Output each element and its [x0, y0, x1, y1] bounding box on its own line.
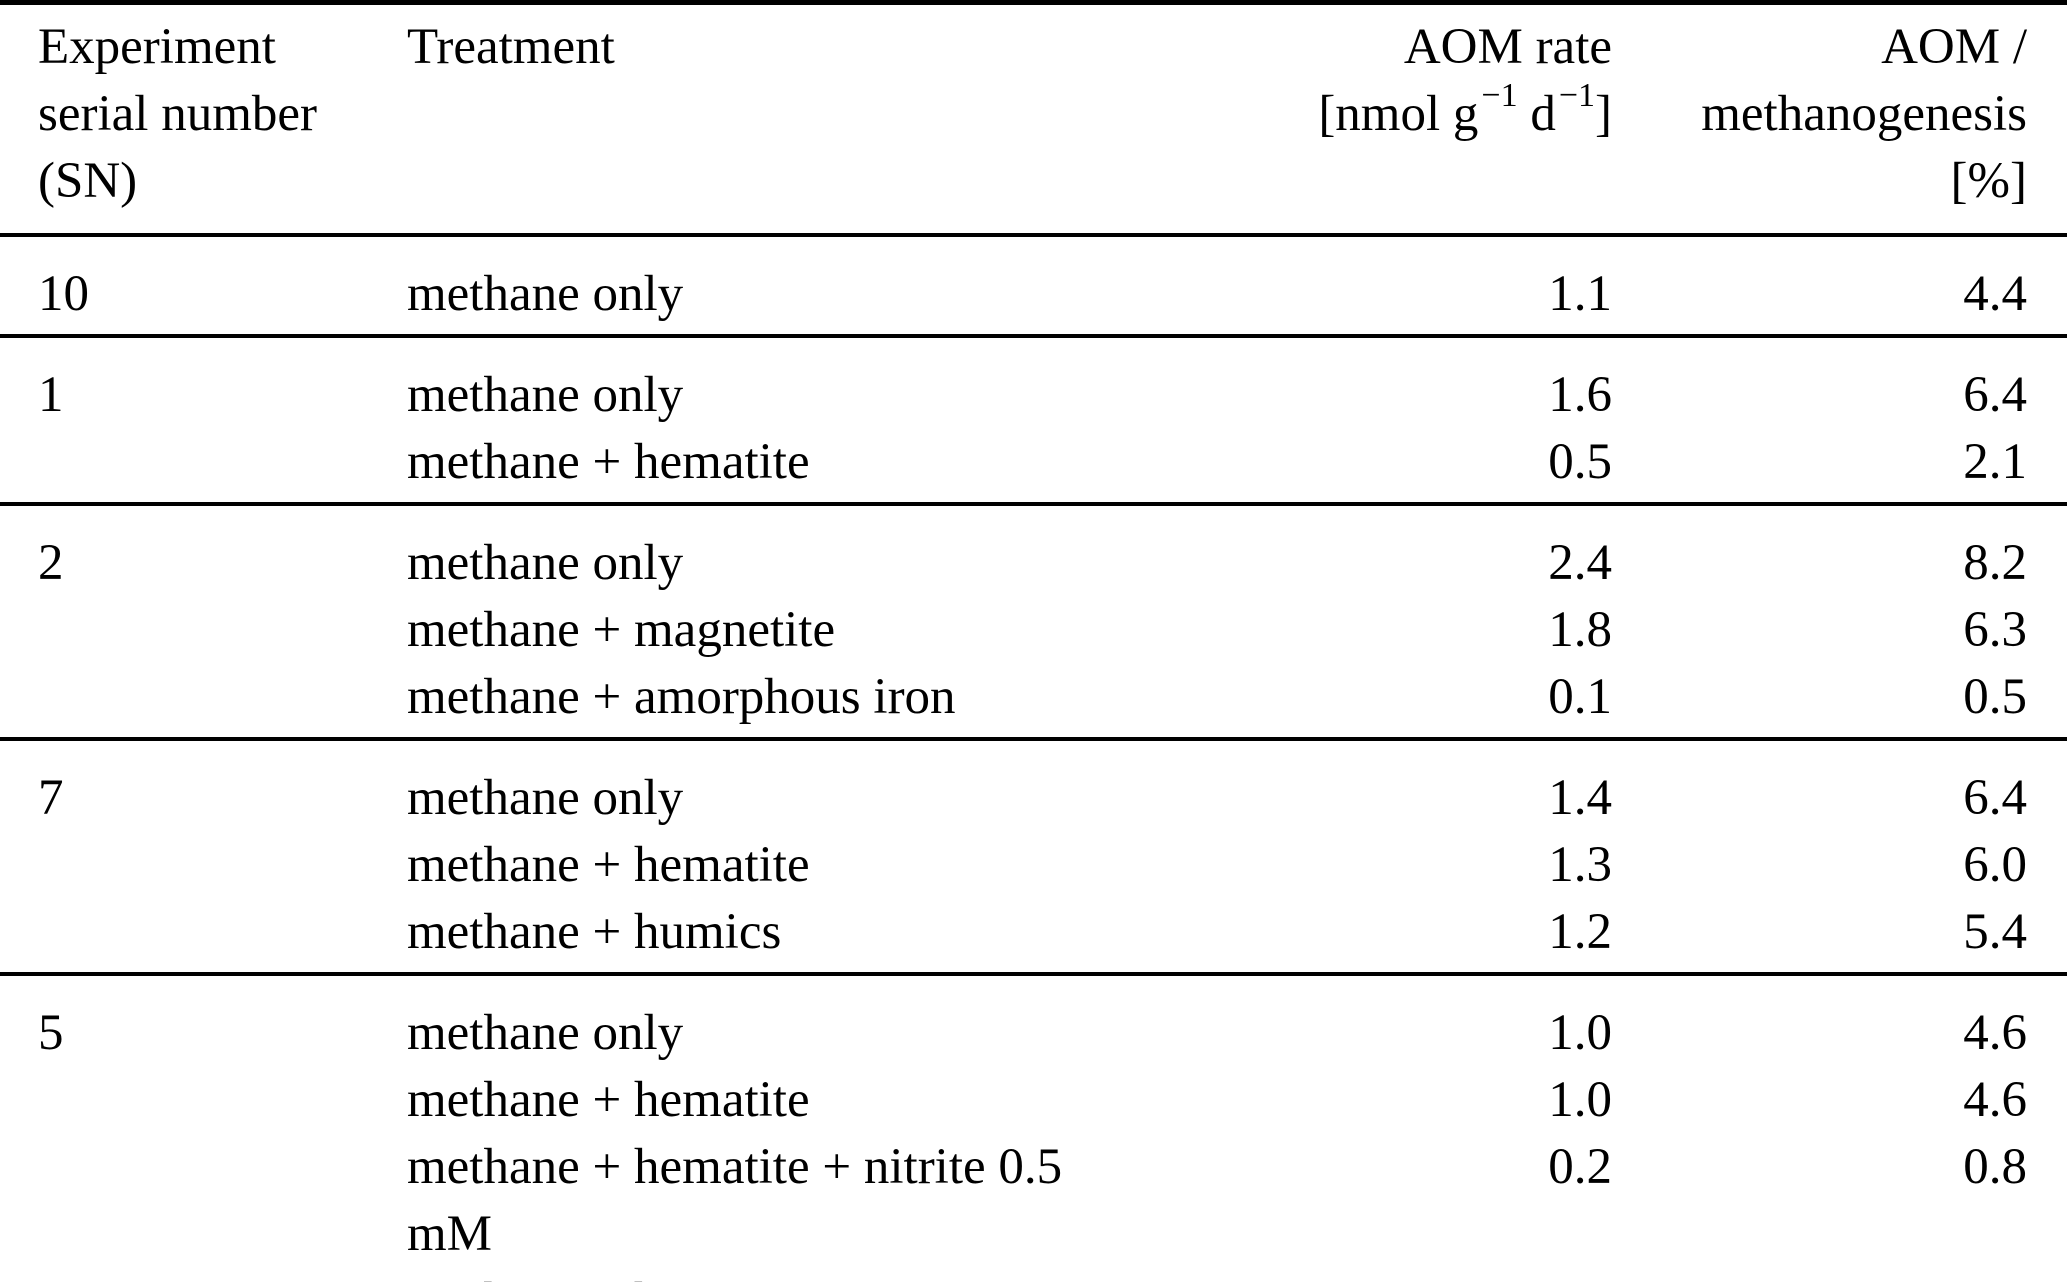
aom-rate-cell: 2.4 — [1548, 535, 1612, 591]
table-row: methane + hematite + nitrite 0.1 mM 0.5 … — [0, 1268, 2067, 1282]
table-row: methane + hematite 1.3 6.0 — [0, 832, 2067, 899]
header-treatment: Treatment — [407, 19, 615, 75]
sn-cell: 10 — [38, 266, 89, 322]
aom-pct-cell: 6.3 — [1963, 602, 2027, 658]
unit-suffix: ] — [1595, 86, 1612, 142]
aom-rate-cell: 1.2 — [1548, 904, 1612, 960]
treatment-cell: methane only — [407, 266, 684, 322]
table-row: methane + hematite 0.5 2.1 — [0, 429, 2067, 504]
table-row: methane + magnetite 1.8 6.3 — [0, 597, 2067, 664]
sn-cell: 5 — [38, 1005, 64, 1061]
aom-rate-cell: 0.2 — [1548, 1139, 1612, 1195]
header-row: Experiment serial number (SN) Treatment … — [0, 3, 2067, 236]
treatment-cell: methane + hematite — [407, 837, 810, 893]
aom-rate-cell: 0.1 — [1548, 669, 1612, 725]
unit-superscript-1: −1 — [1481, 77, 1518, 114]
header-experiment-sn-line1: Experiment — [38, 19, 276, 75]
aom-pct-cell: 2.1 — [1612, 1268, 2067, 1282]
group-sn-1: 1 methane only 1.6 6.4 methane + hematit… — [0, 336, 2067, 504]
table-row: methane + hematite 1.0 4.6 — [0, 1067, 2067, 1134]
table-row: 1 methane only 1.6 6.4 — [0, 336, 2067, 429]
treatment-cell: methane only — [407, 770, 684, 826]
header-aom-methanogenesis-line1: AOM / — [1881, 19, 2027, 75]
aom-pct-cell: 0.8 — [1963, 1139, 2027, 1195]
header-aom-rate-unit: [nmol g−1 d−1] — [1107, 79, 1612, 148]
header-experiment-sn: Experiment serial number (SN) — [0, 3, 407, 236]
aom-pct-cell: 4.6 — [1963, 1005, 2027, 1061]
aom-rate-cell: 1.3 — [1548, 837, 1612, 893]
treatment-cell: methane + humics — [407, 904, 782, 960]
table-row: 7 methane only 1.4 6.4 — [0, 739, 2067, 832]
table-row: 5 methane only 1.0 4.6 — [0, 974, 2067, 1067]
table-row: 10 methane only 1.1 4.4 — [0, 235, 2067, 336]
table-row: 2 methane only 2.4 8.2 — [0, 504, 2067, 597]
sn-cell: 2 — [38, 535, 64, 591]
treatment-cell: methane + hematite — [407, 1072, 810, 1128]
aom-rate-cell: 1.6 — [1548, 367, 1612, 423]
sn-cell: 1 — [38, 367, 64, 423]
group-sn-10: 10 methane only 1.1 4.4 — [0, 235, 2067, 336]
aom-pct-cell: 6.4 — [1963, 367, 2027, 423]
treatment-cell: methane only — [407, 367, 684, 423]
header-experiment-sn-line3: (SN) — [38, 153, 138, 209]
group-sn-5: 5 methane only 1.0 4.6 methane + hematit… — [0, 974, 2067, 1282]
table-header: Experiment serial number (SN) Treatment … — [0, 3, 2067, 236]
unit-superscript-2: −1 — [1558, 77, 1596, 114]
group-sn-7: 7 methane only 1.4 6.4 methane + hematit… — [0, 739, 2067, 974]
table-row: methane + hematite + nitrite 0.5 mM 0.2 … — [0, 1134, 2067, 1268]
aom-rate-cell: 1.4 — [1548, 770, 1612, 826]
treatment-cell: methane + hematite + nitrite 0.1 mM — [407, 1268, 1107, 1282]
aom-pct-cell: 5.4 — [1963, 904, 2027, 960]
header-aom-rate-line1: AOM rate — [1403, 19, 1612, 75]
unit-prefix: [nmol g — [1318, 86, 1479, 142]
header-aom-methanogenesis: AOM / methanogenesis [%] — [1612, 3, 2067, 236]
aom-pct-cell: 6.4 — [1963, 770, 2027, 826]
group-sn-2: 2 methane only 2.4 8.2 methane + magneti… — [0, 504, 2067, 739]
treatment-cell: methane + magnetite — [407, 602, 836, 658]
aom-pct-cell: 2.1 — [1963, 434, 2027, 490]
header-aom-methanogenesis-line2: methanogenesis — [1701, 86, 2027, 142]
treatment-cell: methane only — [407, 1005, 684, 1061]
aom-rate-cell: 0.5 — [1107, 1268, 1612, 1282]
header-aom-methanogenesis-line3: [%] — [1950, 153, 2027, 209]
unit-mid: d — [1517, 86, 1556, 142]
aom-rate-cell: 1.8 — [1548, 602, 1612, 658]
treatment-cell: methane + hematite — [407, 434, 810, 490]
table-row: methane + amorphous iron 0.1 0.5 — [0, 664, 2067, 739]
aom-rate-cell: 1.0 — [1548, 1005, 1612, 1061]
aom-pct-cell: 0.5 — [1963, 669, 2027, 725]
aom-rate-cell: 0.5 — [1548, 434, 1612, 490]
aom-pct-cell: 4.4 — [1963, 266, 2027, 322]
header-experiment-sn-line2: serial number — [38, 86, 317, 142]
aom-rate-cell: 1.1 — [1548, 266, 1612, 322]
treatment-cell: methane + hematite + nitrite 0.5 mM — [407, 1139, 1063, 1262]
aom-pct-cell: 4.6 — [1963, 1072, 2027, 1128]
treatment-cell: methane + amorphous iron — [407, 669, 956, 725]
aom-pct-cell: 8.2 — [1963, 535, 2027, 591]
sn-cell: 7 — [38, 770, 64, 826]
table-row: methane + humics 1.2 5.4 — [0, 899, 2067, 974]
aom-pct-cell: 6.0 — [1963, 837, 2027, 893]
aom-rate-cell: 1.0 — [1548, 1072, 1612, 1128]
treatment-cell: methane only — [407, 535, 684, 591]
header-aom-rate: AOM rate [nmol g−1 d−1] — [1107, 3, 1612, 236]
